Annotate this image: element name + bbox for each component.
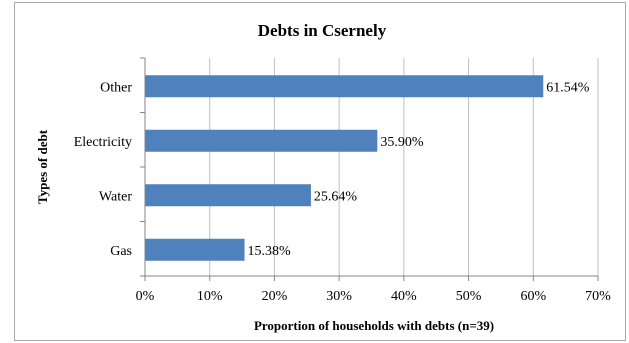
- bar-gas: [146, 239, 245, 261]
- bars: [146, 75, 544, 261]
- x-tick-label: 50%: [456, 289, 482, 304]
- category-label: Gas: [110, 244, 132, 259]
- x-tick-label: 20%: [262, 289, 288, 304]
- category-label: Electricity: [74, 135, 132, 150]
- value-label: 15.38%: [248, 244, 292, 259]
- x-tick-label: 40%: [391, 289, 417, 304]
- category-label: Other: [100, 80, 132, 95]
- x-axis-label: Proportion of households with debts (n=3…: [254, 318, 494, 333]
- bar-water: [146, 184, 311, 206]
- category-label: Water: [99, 189, 132, 204]
- value-label: 35.90%: [380, 135, 424, 150]
- bar-electricity: [146, 130, 378, 152]
- x-tick-label: 10%: [197, 289, 223, 304]
- x-tick-label: 70%: [585, 289, 611, 304]
- chart-title: Debts in Csernely: [258, 21, 387, 40]
- x-tick-label: 0%: [136, 289, 155, 304]
- x-tick-label: 30%: [326, 289, 352, 304]
- bar-other: [146, 75, 544, 97]
- value-label: 61.54%: [546, 80, 590, 95]
- value-label: 25.64%: [314, 189, 358, 204]
- x-tick-label: 60%: [520, 289, 546, 304]
- y-axis-label: Types of debt: [35, 129, 50, 204]
